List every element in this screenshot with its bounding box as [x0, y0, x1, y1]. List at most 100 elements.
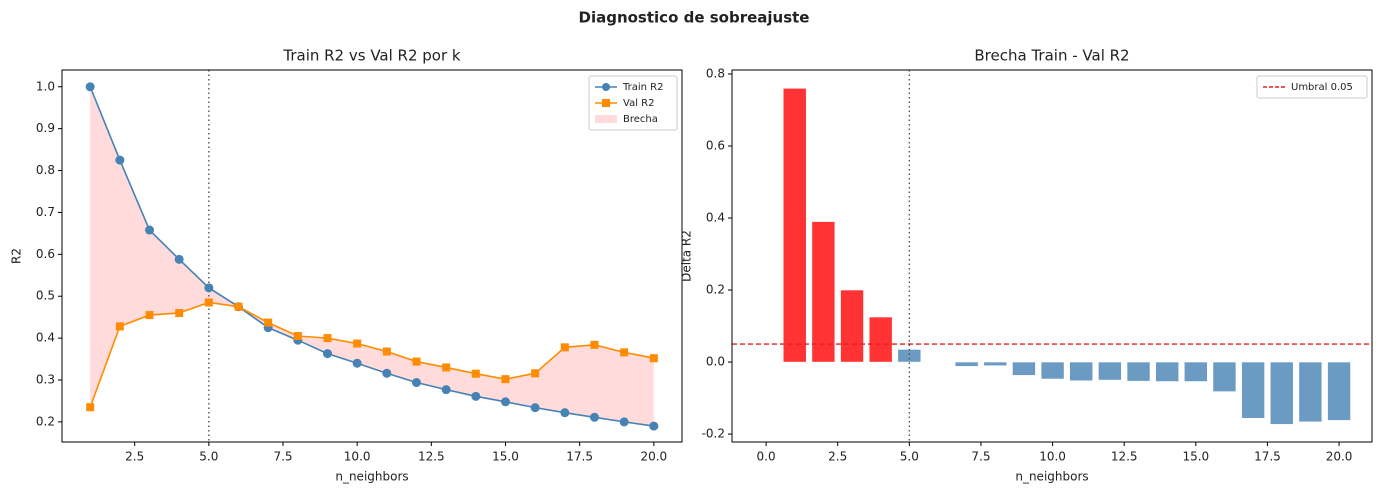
marker [471, 391, 481, 401]
series-line [89, 86, 654, 427]
bar [1098, 361, 1122, 381]
y-tick-label: 0.4 [36, 331, 55, 345]
bar [783, 88, 807, 363]
marker [145, 311, 154, 320]
x-tick-label: 2.5 [125, 450, 144, 464]
x-tick-label: 15.0 [492, 450, 519, 464]
marker [649, 354, 658, 363]
figure-title: Diagnostico de sobreajuste [579, 9, 810, 27]
legend-marker [602, 99, 610, 107]
marker [293, 332, 302, 341]
marker [175, 308, 184, 317]
legend-label: Umbral 0.05 [1291, 82, 1353, 93]
bar [1241, 361, 1265, 419]
axes-frame [61, 69, 683, 443]
legend-box [588, 75, 678, 131]
x-tick-label: 15.0 [1182, 450, 1209, 464]
marker [264, 318, 273, 327]
y-tick-label: 0.9 [36, 121, 55, 135]
marker [86, 403, 95, 412]
bar [1184, 361, 1208, 382]
y-tick-label: 0.5 [36, 289, 55, 303]
x-tick-label: 12.5 [418, 450, 445, 464]
marker [382, 368, 392, 378]
legend-label: Brecha [623, 114, 658, 125]
x-tick-label: 5.0 [199, 450, 218, 464]
y-tick-label: 0.3 [36, 373, 55, 387]
y-tick-label: -0.2 [702, 427, 725, 441]
legend: Train R2 Val R2 Brecha [588, 75, 678, 131]
marker [471, 369, 480, 378]
y-axis-label: Delta R2 [680, 230, 694, 282]
bar [840, 289, 864, 363]
marker [115, 155, 125, 165]
marker [560, 343, 569, 352]
bar [1298, 361, 1323, 423]
x-tick-label: 10.0 [1039, 450, 1066, 464]
marker [620, 348, 629, 357]
marker [411, 378, 421, 388]
marker [649, 421, 659, 431]
x-tick-label: 2.5 [828, 450, 847, 464]
bar [1126, 361, 1151, 382]
bar [954, 361, 979, 367]
marker [115, 322, 124, 331]
marker [145, 225, 155, 235]
bar [1212, 361, 1237, 392]
y-tick-label: 0.8 [706, 66, 725, 80]
marker [382, 347, 391, 356]
legend: Umbral 0.05 [1256, 75, 1368, 99]
bar [1012, 361, 1036, 376]
chart-title: Train R2 vs Val R2 por k [282, 47, 461, 65]
marker [85, 82, 95, 92]
marker [352, 358, 362, 368]
bar [1040, 361, 1065, 380]
x-axis-label: n_neighbors [335, 470, 408, 484]
marker [442, 363, 451, 372]
x-tick-label: 7.5 [273, 450, 292, 464]
x-tick-label: 5.0 [900, 450, 919, 464]
x-axis-label: n_neighbors [1015, 470, 1088, 484]
marker [619, 417, 629, 427]
marker [412, 357, 421, 366]
marker [501, 375, 510, 384]
marker [530, 403, 540, 413]
x-tick-label: 12.5 [1111, 450, 1138, 464]
marker [174, 254, 184, 264]
x-tick-label: 0.0 [757, 450, 776, 464]
y-tick-label: 0.6 [706, 138, 725, 152]
y-tick-label: 0.4 [706, 211, 725, 225]
y-tick-label: 0.2 [706, 283, 725, 297]
y-tick-label: 0.6 [36, 247, 55, 261]
gap-area [90, 86, 654, 427]
bar [1069, 361, 1093, 382]
bar [1155, 361, 1179, 382]
marker [204, 298, 213, 307]
y-tick-label: 0.7 [36, 205, 55, 219]
chart-title: Brecha Train - Val R2 [974, 47, 1129, 65]
bar [811, 221, 836, 363]
marker [323, 349, 333, 359]
bar [1270, 361, 1294, 425]
x-tick-label: 7.5 [971, 450, 990, 464]
x-tick-label: 10.0 [344, 450, 371, 464]
marker [353, 339, 362, 348]
bar [1327, 361, 1351, 421]
marker [500, 397, 510, 407]
legend-marker [602, 83, 610, 91]
bar [868, 316, 893, 363]
series-line [89, 301, 654, 408]
y-tick-label: 0.0 [706, 355, 725, 369]
x-tick-label: 17.5 [1254, 450, 1281, 464]
y-axis-label: R2 [10, 248, 24, 264]
bar [983, 361, 1007, 366]
axes-frame [731, 69, 1373, 443]
legend-swatch [595, 115, 617, 123]
marker [590, 340, 599, 349]
legend-label: Train R2 [622, 82, 663, 93]
y-tick-label: 0.2 [36, 414, 55, 428]
marker [234, 302, 243, 311]
x-tick-label: 17.5 [566, 450, 593, 464]
